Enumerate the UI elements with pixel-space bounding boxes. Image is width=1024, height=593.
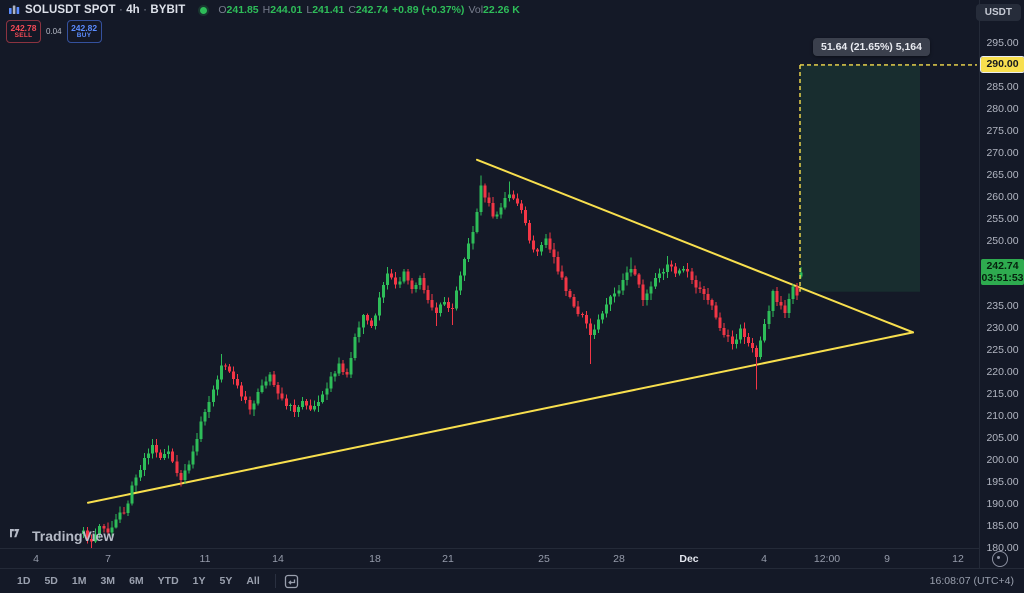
price-tick-label: 280.00 xyxy=(986,102,1019,115)
price-tick-label: 215.00 xyxy=(986,388,1019,401)
toolbar-divider xyxy=(274,574,276,588)
candlestick-chart[interactable] xyxy=(0,0,979,568)
lower-support-trendline[interactable] xyxy=(87,331,914,504)
measured-move-box[interactable] xyxy=(800,64,920,292)
price-tick-label: 265.00 xyxy=(986,168,1019,181)
range-button-1m[interactable]: 1M xyxy=(71,575,87,587)
range-button-all[interactable]: All xyxy=(246,575,260,587)
price-tick-label: 200.00 xyxy=(986,454,1019,467)
price-tick-label: 295.00 xyxy=(986,37,1019,49)
price-tick-label: 205.00 xyxy=(986,432,1019,445)
price-tick-label: 260.00 xyxy=(986,190,1019,203)
price-tick-label: 230.00 xyxy=(986,322,1019,335)
price-change: +0.89 (+0.37%) xyxy=(392,4,465,16)
target-price-label: 290.00 xyxy=(980,55,1024,73)
price-tick-label: 185.00 xyxy=(986,520,1019,532)
bar-countdown: 03:51:53 xyxy=(981,272,1024,285)
time-tick-label: 12 xyxy=(952,553,964,565)
range-button-1y[interactable]: 1Y xyxy=(192,575,206,587)
buy-button[interactable]: 242.82 BUY xyxy=(66,20,102,43)
time-tick-label: 25 xyxy=(538,553,550,565)
price-tick-label: 195.00 xyxy=(986,476,1019,489)
axis-settings-icon[interactable] xyxy=(992,551,1008,567)
time-tick-label: 21 xyxy=(442,553,454,565)
market-status-dot[interactable] xyxy=(200,6,208,14)
price-tick-label: 220.00 xyxy=(986,366,1019,379)
range-button-ytd[interactable]: YTD xyxy=(157,575,179,587)
price-tick-label: 210.00 xyxy=(986,410,1019,423)
price-tick-label: 255.00 xyxy=(986,212,1019,225)
price-tick-label: 190.00 xyxy=(986,498,1019,511)
price-tick-label: 235.00 xyxy=(986,300,1019,313)
bottom-toolbar: 1D 5D 1M 3M 6M YTD 1Y 5Y All 16:08:07 (UTC+4) xyxy=(0,568,1024,593)
symbol-title[interactable]: SOLUSDT SPOT · 4h · BYBIT xyxy=(25,4,186,16)
range-button-6m[interactable]: 6M xyxy=(129,575,144,587)
price-tick-label: 250.00 xyxy=(986,234,1019,247)
range-button-5y[interactable]: 5Y xyxy=(219,575,233,587)
time-tick-label: 18 xyxy=(369,553,381,565)
spread-value: 0.04 xyxy=(46,27,62,36)
range-buttons: 1D 5D 1M 3M 6M YTD 1Y 5Y All xyxy=(10,572,267,590)
time-tick-label: 7 xyxy=(105,553,111,565)
go-to-date-icon[interactable] xyxy=(284,574,299,589)
symbol-legend: SOLUSDT SPOT · 4h · BYBIT O241.85 H244.0… xyxy=(8,4,520,16)
price-axis[interactable]: 290.00 242.74 03:51:53 295.00 285.00 280.0… xyxy=(979,0,1024,568)
range-button-1d[interactable]: 1D xyxy=(17,575,31,587)
sell-button[interactable]: 242.78 SELL xyxy=(6,20,41,43)
time-tick-label: 28 xyxy=(613,553,625,565)
price-tick-label: 275.00 xyxy=(986,124,1019,137)
time-tick-label: 9 xyxy=(884,553,890,565)
price-tick-label: 270.00 xyxy=(986,146,1019,159)
time-tick-label: 11 xyxy=(199,553,211,565)
time-tick-label: 12:00 xyxy=(813,553,841,565)
range-button-3m[interactable]: 3M xyxy=(100,575,116,587)
time-axis[interactable]: 4 7 11 14 18 21 25 28 Dec 4 12:00 9 12 xyxy=(0,548,979,569)
session-clock[interactable]: 16:08:07 (UTC+4) xyxy=(929,575,1014,587)
tradingview-logo-icon xyxy=(10,528,20,537)
time-tick-label: Dec xyxy=(679,553,699,565)
upper-resistance-trendline[interactable] xyxy=(476,158,914,334)
candles-series xyxy=(82,175,803,551)
price-tick-label: 225.00 xyxy=(986,344,1019,357)
tradingview-logo[interactable]: TradingView xyxy=(10,528,114,544)
currency-toggle-button[interactable]: USDT xyxy=(975,4,1021,21)
ohlc-values: O241.85 H244.01 L241.41 C242.74 +0.89 (+… xyxy=(218,4,520,16)
price-tick-label: 180.00 xyxy=(986,541,1019,554)
measurement-label[interactable]: 51.64 (21.65%) 5,164 xyxy=(813,38,930,56)
time-tick-label: 4 xyxy=(761,553,767,565)
time-tick-label: 4 xyxy=(33,553,39,565)
order-panel: 242.78 SELL 0.04 242.82 BUY xyxy=(6,20,102,43)
range-button-5d[interactable]: 5D xyxy=(44,575,58,587)
last-price-label: 242.74 03:51:53 xyxy=(981,259,1024,286)
symbol-icon[interactable] xyxy=(8,4,20,16)
time-tick-label: 14 xyxy=(272,553,284,565)
price-tick-label: 285.00 xyxy=(986,80,1019,93)
